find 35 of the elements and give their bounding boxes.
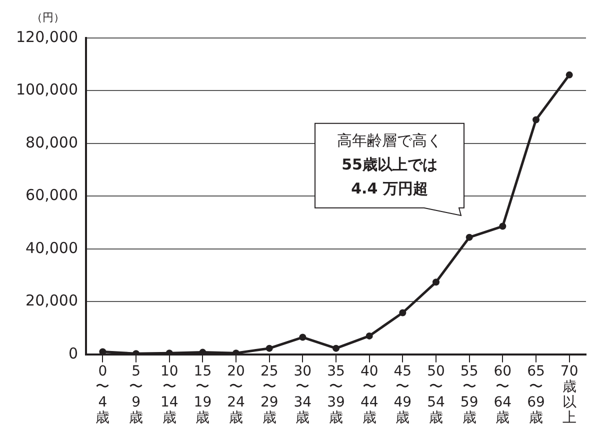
x-tick-label: 20〜24歳 [227, 364, 246, 426]
x-tick-label: 40〜44歳 [360, 364, 378, 426]
y-tick-label: 0 [68, 344, 78, 362]
x-tick-label: 15〜19歳 [194, 364, 212, 426]
y-tick-label: 20,000 [26, 292, 78, 310]
x-tick-label: 70歳以上 [560, 364, 578, 426]
point [366, 332, 373, 340]
x-tick-label: 60〜64歳 [494, 364, 512, 426]
x-tick-label: 45〜49歳 [394, 364, 412, 426]
x-tick-label: 10〜14歳 [160, 364, 178, 426]
point [299, 334, 306, 341]
x-tick-label: 65〜69歳 [527, 364, 545, 426]
point [432, 278, 440, 286]
x-tick-label: 55〜59歳 [460, 364, 478, 426]
x-tick-label: 50〜54歳 [427, 364, 445, 426]
x-tick-label: 5〜9歳 [129, 364, 144, 426]
y-tick-label: 100,000 [16, 80, 78, 99]
y-axis-title: （円） [32, 10, 64, 24]
y-tick-label: 80,000 [26, 133, 78, 152]
y-tick-label: 60,000 [26, 186, 78, 204]
point [399, 309, 406, 316]
x-tick-label: 25〜29歳 [260, 364, 278, 426]
point [266, 344, 273, 352]
point [332, 344, 340, 352]
point [532, 116, 540, 124]
x-tick-label: 30〜34歳 [294, 364, 312, 426]
point [466, 234, 473, 241]
x-tick-label: 0〜4歳 [96, 364, 110, 426]
point [99, 348, 106, 354]
y-tick-label: 120,000 [16, 28, 78, 46]
y-tick-label: 40,000 [26, 238, 78, 257]
annotation: 高年齢層で高く 55歳以上では 4.4 万円超 [337, 132, 442, 198]
x-tick-label: 35〜39歳 [327, 364, 345, 426]
point [566, 71, 573, 78]
point [499, 222, 506, 230]
